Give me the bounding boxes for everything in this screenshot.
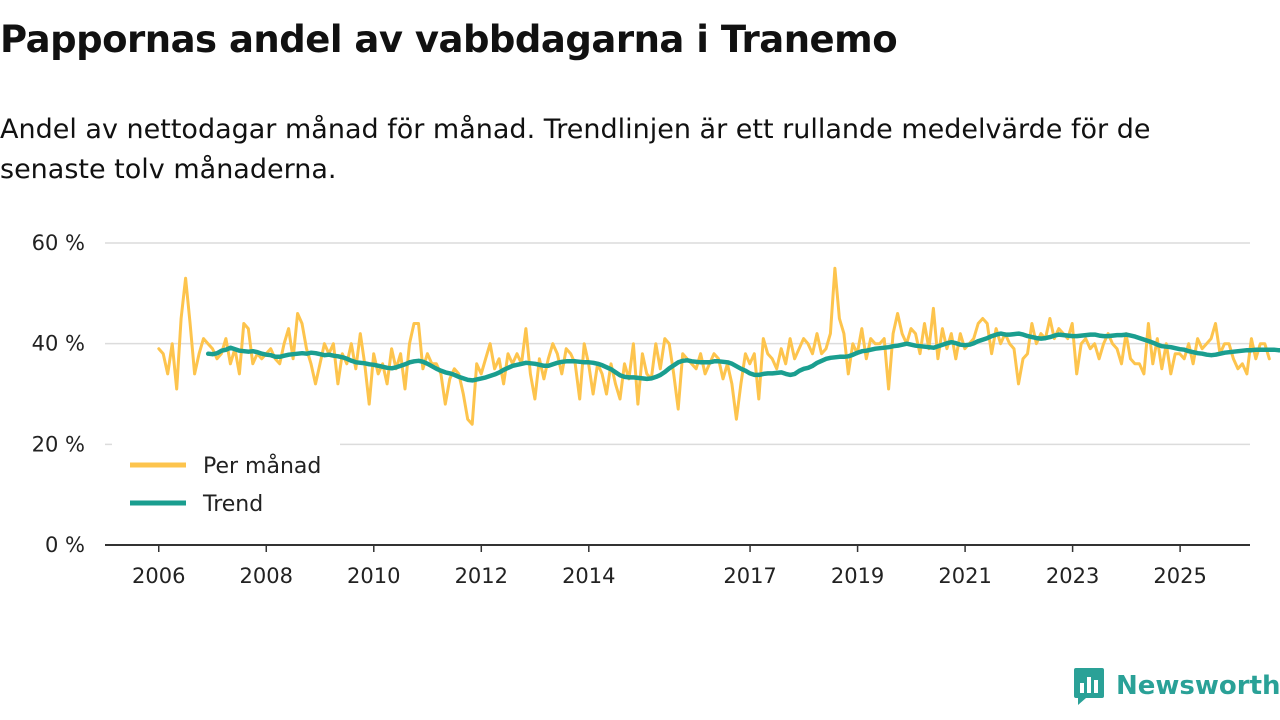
legend-background bbox=[112, 442, 340, 526]
series-line-trend bbox=[205, 331, 1280, 383]
newsworthy-chart-icon bbox=[1074, 668, 1104, 705]
y-tick-label: 20 % bbox=[32, 432, 85, 456]
grid-lines bbox=[105, 242, 1250, 446]
series-lines bbox=[157, 266, 1280, 426]
y-tick-label: 0 % bbox=[45, 533, 85, 557]
x-tick-label: 2019 bbox=[831, 564, 884, 588]
y-tick-label: 60 % bbox=[32, 231, 85, 255]
x-tick-label: 2012 bbox=[455, 564, 508, 588]
newsworthy-logo: Newsworthy bbox=[1072, 666, 1280, 706]
x-tick-label: 2008 bbox=[240, 564, 293, 588]
x-tick-label: 2021 bbox=[938, 564, 991, 588]
legend-label: Trend bbox=[202, 492, 263, 517]
x-tick-label: 2006 bbox=[132, 564, 185, 588]
x-tick-label: 2017 bbox=[723, 564, 776, 588]
x-tick-label: 2025 bbox=[1153, 564, 1206, 588]
x-tick-label: 2014 bbox=[562, 564, 615, 588]
chart-subtitle: Andel av nettodagar månad för månad. Tre… bbox=[0, 114, 1151, 185]
x-axis-ticks: 2006 2008 2010 2012 2014 2017 2019 2021 2023 2025 bbox=[105, 544, 1250, 588]
y-axis-ticks: 0 % 20 % 40 % 60 % bbox=[32, 231, 85, 557]
series-line-per-manad bbox=[157, 266, 1271, 426]
legend: Per månad Trend bbox=[112, 442, 340, 526]
y-tick-label: 40 % bbox=[32, 332, 85, 356]
x-tick-label: 2010 bbox=[347, 564, 400, 588]
brand-name: Newsworthy bbox=[1116, 671, 1280, 701]
chart-title: Pappornas andel av vabbdagarna i Tranemo bbox=[0, 18, 898, 61]
legend-label: Per månad bbox=[203, 453, 321, 479]
x-tick-label: 2023 bbox=[1046, 564, 1099, 588]
